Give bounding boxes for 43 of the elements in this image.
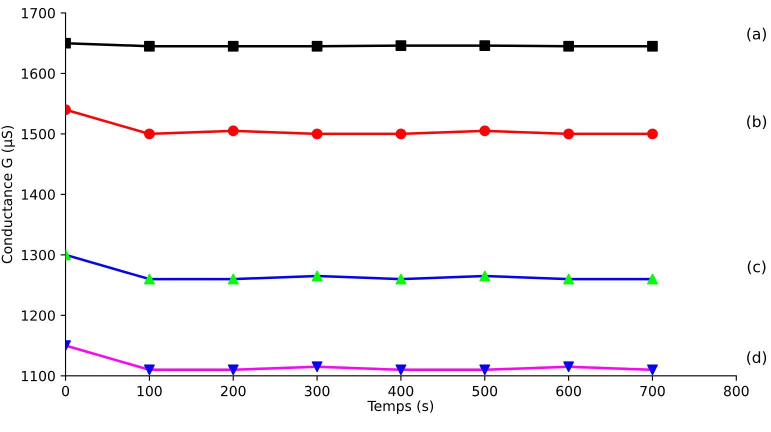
point [396,364,406,376]
text: (b) [747,115,766,130]
y-tick-label: 1400 [22,189,55,200]
point [479,364,490,376]
point [312,270,322,282]
x-tick-label: 400 [388,386,414,396]
x-tick-label: 800 [724,386,749,396]
point [312,361,322,372]
text: (c) [748,260,766,274]
point [563,361,574,372]
point [144,364,155,376]
point [647,274,658,284]
point [563,274,574,284]
point [312,40,322,52]
point [647,364,658,376]
point [228,274,239,284]
x-axis-title: Temps (s) [368,400,434,414]
x-tick-label: 500 [472,386,498,396]
y-tick-label: 1500 [22,128,55,140]
x-tick-label: 300 [304,386,330,396]
y-tick-label: 1200 [22,310,55,321]
point [479,40,490,51]
point [479,270,490,282]
x-tick-label: 200 [220,386,246,396]
point [396,40,406,51]
x-tick-label: 700 [640,386,665,396]
x-tick-label: 0 [62,386,70,396]
y-tick-label: 1700 [22,8,55,18]
y-axis-title: Conductance G (µS) [1,126,15,264]
text: (d) [747,351,766,365]
point [563,40,574,52]
x-tick-label: 100 [138,386,162,396]
text: (a) [747,28,766,42]
point [144,274,155,284]
point [647,40,658,52]
y-tick-label: 1100 [22,370,55,382]
point [396,274,406,284]
x-tick-label: 600 [556,386,581,396]
y-tick-label: 1600 [22,68,55,79]
y-tick-label: 1300 [22,250,55,260]
point [228,40,239,52]
point [144,40,155,52]
point [228,364,239,376]
